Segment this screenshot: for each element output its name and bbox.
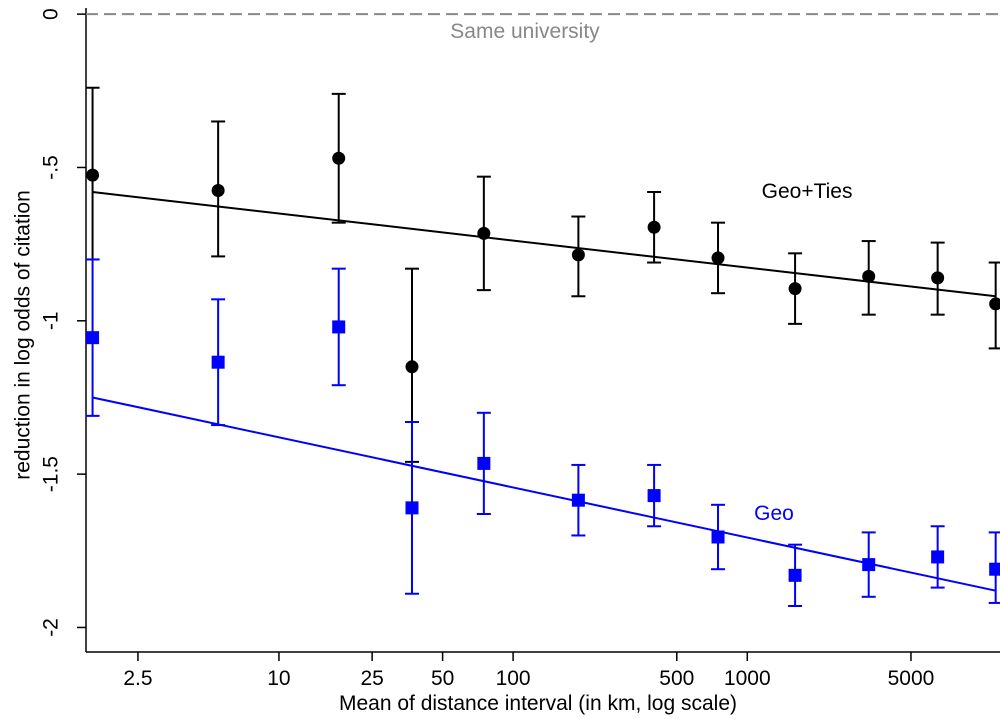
x-tick-label: 25	[360, 667, 383, 690]
data-point-geo-ties	[571, 248, 585, 262]
data-point-geo-ties	[711, 251, 725, 265]
data-point-geo-ties	[477, 226, 491, 240]
data-point-geo	[86, 331, 100, 345]
data-point-geo-ties	[788, 282, 802, 296]
data-point-geo-ties	[931, 271, 945, 285]
data-point-geo-ties	[989, 297, 1000, 311]
y-tick-label: -1.5	[39, 456, 62, 492]
x-tick-label: 5000	[888, 667, 935, 690]
data-point-geo-ties	[332, 151, 346, 165]
data-point-geo-ties	[405, 360, 419, 374]
data-point-geo	[477, 456, 491, 470]
x-tick-label: 2.5	[123, 667, 152, 690]
data-point-geo	[862, 558, 876, 572]
y-axis-title: reduction in log odds of citation	[11, 190, 34, 480]
y-tick-label: 0	[39, 8, 62, 20]
x-tick-label: 1000	[724, 667, 771, 690]
reference-line-label: Same university	[450, 20, 600, 43]
x-tick-label: 50	[431, 667, 454, 690]
annotation-geo-ties: Geo+Ties	[762, 180, 853, 203]
x-axis-title: Mean of distance interval (in km, log sc…	[339, 692, 737, 715]
fit-line-geo-ties	[92, 191, 996, 298]
x-tick-label: 10	[267, 667, 290, 690]
data-point-geo	[405, 501, 419, 515]
data-point-geo	[332, 320, 346, 334]
fit-line-geo	[92, 396, 996, 592]
data-point-geo-ties	[862, 269, 876, 283]
x-tick-label: 500	[659, 667, 694, 690]
data-point-geo	[571, 493, 585, 507]
data-point-geo-ties	[211, 183, 225, 197]
data-point-geo	[711, 530, 725, 544]
x-tick-label: 100	[496, 667, 531, 690]
annotation-geo: Geo	[754, 502, 794, 525]
data-point-geo	[931, 550, 945, 564]
y-tick-label: -1	[39, 311, 62, 330]
data-point-geo	[788, 568, 802, 582]
data-point-geo	[647, 489, 661, 503]
data-point-geo-ties	[86, 168, 100, 182]
data-point-geo	[211, 355, 225, 369]
data-point-geo	[989, 562, 1000, 576]
plot-marks: 0 -.5 -1 -1.5 -2 2.5 10 25 50 100 500 1000 5000 Same …	[39, 8, 1000, 690]
y-tick-label: -.5	[39, 155, 62, 180]
data-point-geo-ties	[647, 220, 661, 234]
y-tick-label: -2	[39, 618, 62, 637]
